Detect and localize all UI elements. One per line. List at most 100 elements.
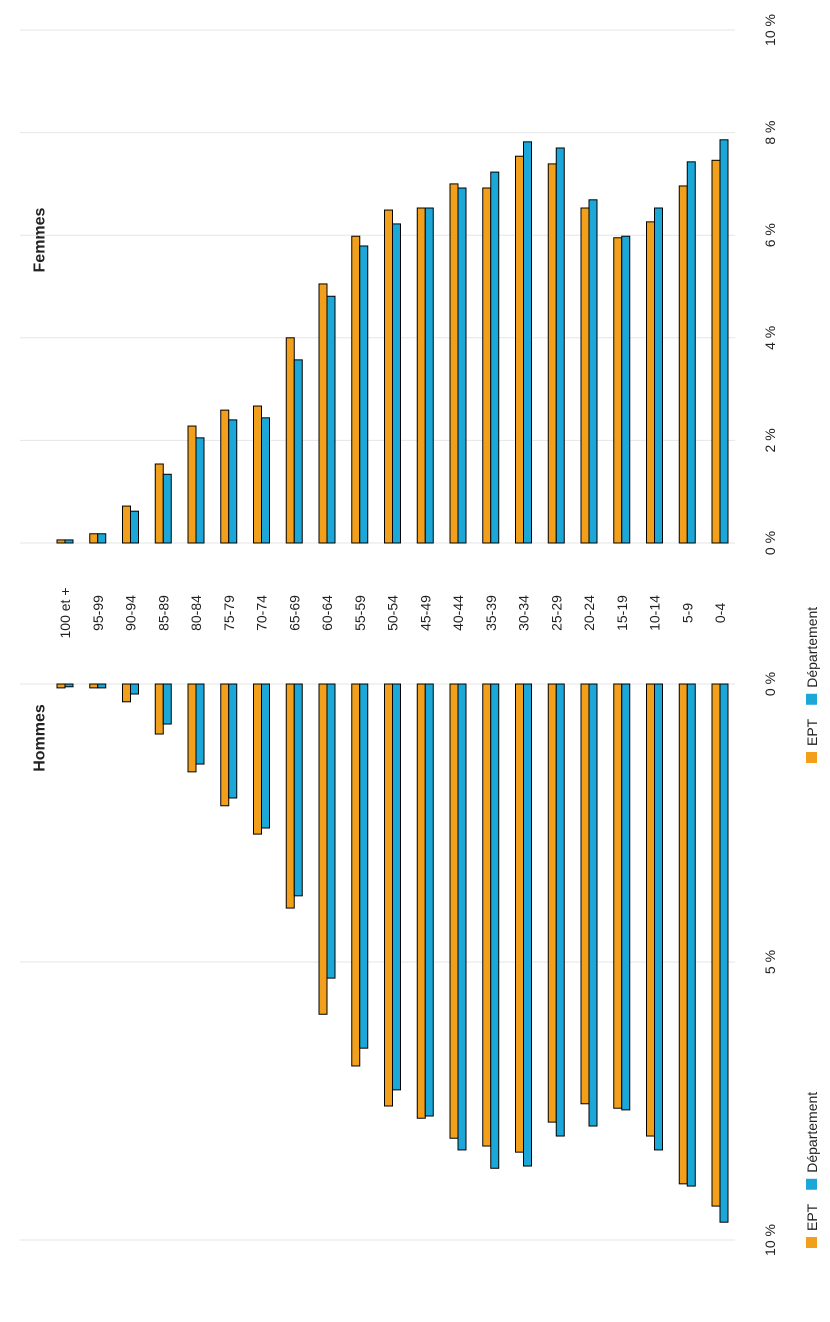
bar (523, 683, 532, 1167)
category-label: 70-74 (254, 595, 270, 631)
x-tick-label: 0 % (762, 672, 778, 696)
legend-label: EPT (804, 1203, 820, 1231)
bar (285, 683, 295, 909)
category-label: 25-29 (548, 595, 564, 631)
bar (555, 683, 565, 1137)
bar (523, 141, 532, 544)
bar (130, 510, 139, 544)
x-tick-label: 4 % (762, 326, 778, 350)
bar (588, 683, 598, 1127)
bar (228, 683, 238, 799)
category-label: 20-24 (581, 595, 597, 631)
bar (326, 683, 336, 979)
legend-swatch (806, 1237, 817, 1248)
bar (547, 163, 557, 544)
bar (482, 683, 492, 1147)
bar (56, 539, 66, 544)
category-label: 65-69 (286, 595, 302, 631)
bar (187, 683, 197, 773)
bar (97, 533, 107, 544)
bar (515, 683, 524, 1153)
bar (351, 683, 361, 1067)
bar (228, 419, 238, 544)
bar (613, 683, 623, 1109)
legend-swatch (806, 752, 817, 763)
bar (449, 683, 459, 1139)
bar (490, 171, 500, 544)
category-label: 35-39 (483, 595, 499, 631)
category-label: 55-59 (352, 595, 368, 631)
category-label: 90-94 (123, 595, 139, 631)
bar (89, 683, 99, 689)
category-label: 50-54 (385, 595, 401, 631)
bar (580, 683, 590, 1105)
category-label: 100 et + (57, 588, 73, 639)
bar (261, 683, 270, 829)
x-tick-label: 6 % (762, 223, 778, 247)
x-tick-label: 5 % (762, 950, 778, 974)
bar (359, 683, 369, 1049)
bar (490, 683, 500, 1169)
bar (351, 235, 361, 544)
bar (154, 463, 164, 544)
bar (588, 199, 598, 544)
bar (719, 139, 729, 544)
x-tick-label: 0 % (762, 531, 778, 555)
category-label: 80-84 (188, 595, 204, 631)
bar (555, 147, 565, 544)
bar (719, 683, 729, 1223)
bar (686, 161, 696, 544)
legend-swatch (806, 1178, 817, 1190)
legend-label: EPT (804, 718, 820, 746)
x-tick-label: 2 % (762, 428, 778, 452)
category-label: 10-14 (647, 595, 663, 631)
bar (416, 207, 426, 544)
bar (195, 437, 205, 544)
bar (621, 683, 631, 1111)
bar (424, 683, 434, 1117)
bar (162, 473, 172, 544)
bar (515, 155, 524, 544)
legend-label: Département (804, 607, 820, 688)
bar (261, 417, 270, 544)
bar (392, 223, 401, 544)
bar (122, 505, 131, 544)
x-tick-label: 8 % (762, 121, 778, 145)
bar (359, 245, 369, 544)
bar (646, 683, 655, 1137)
bar (392, 683, 401, 1091)
category-label: 15-19 (614, 595, 630, 631)
bar (97, 683, 107, 689)
bar (318, 683, 328, 1015)
rotated-chart: Hommes 0 % 5 % 10 % EPT Département Femmes 0 % 2… (20, 14, 820, 1256)
bar (424, 207, 434, 544)
bar (122, 683, 131, 703)
bar (318, 283, 328, 544)
bar (654, 207, 663, 544)
category-label: 45-49 (417, 595, 433, 631)
bar (154, 683, 164, 735)
legend-swatch (806, 693, 817, 705)
bar (64, 539, 74, 544)
bar (678, 683, 688, 1185)
category-label: 0-4 (712, 603, 728, 623)
category-label: 40-44 (450, 595, 466, 631)
category-label: 95-99 (90, 595, 106, 631)
bar (64, 683, 74, 688)
bar (547, 683, 557, 1123)
bar (580, 207, 590, 544)
bar (416, 683, 426, 1119)
bar (482, 187, 492, 544)
category-label: 5-9 (679, 603, 695, 623)
bar (654, 683, 663, 1151)
bar (89, 533, 99, 544)
category-label: 75-79 (221, 595, 237, 631)
chart-title: Hommes (32, 704, 49, 772)
bar (621, 235, 631, 544)
bar (711, 159, 721, 544)
bar (686, 683, 696, 1187)
bar (253, 683, 262, 835)
x-tick-label: 10 % (762, 14, 778, 46)
bar (130, 683, 139, 695)
